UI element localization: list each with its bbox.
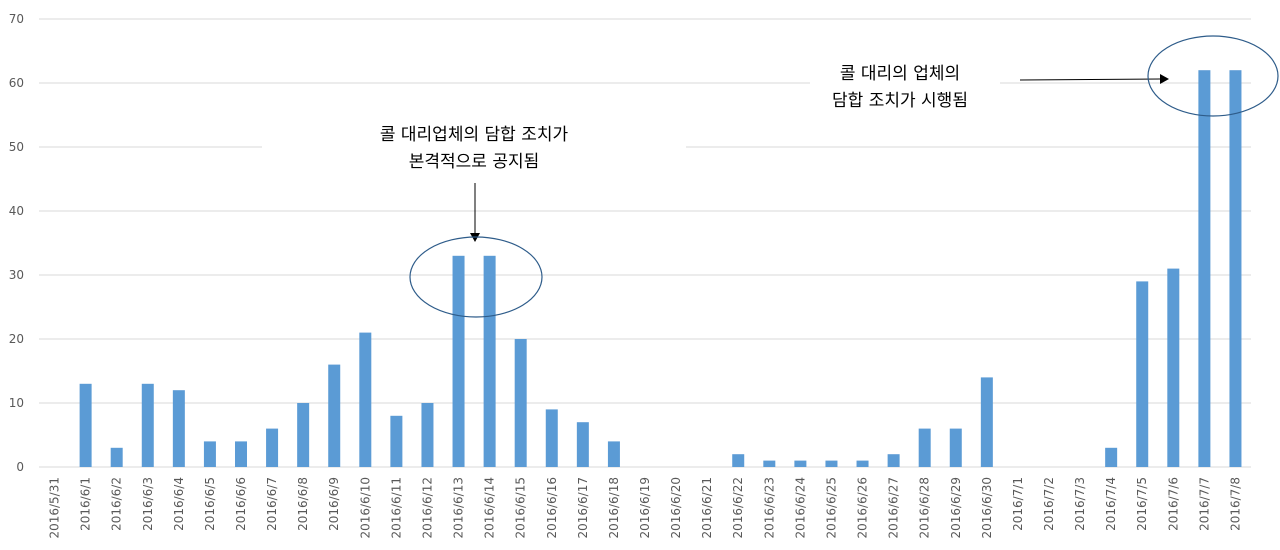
x-tick-label: 2016/7/4 — [1104, 477, 1118, 531]
x-tick-label: 2016/7/2 — [1042, 477, 1056, 531]
bar-2016-7-4 — [1105, 447, 1118, 467]
bar-2016-6-2 — [110, 447, 123, 467]
x-tick-label: 2016/6/23 — [762, 477, 776, 539]
bar-2016-6-23 — [763, 460, 776, 467]
bar-2016-6-22 — [732, 454, 745, 467]
annotation-2-label-background — [810, 60, 1000, 116]
bar-2016-6-1 — [79, 383, 92, 467]
y-tick-label: 40 — [9, 204, 24, 218]
bar-2016-6-11 — [390, 415, 403, 467]
x-tick-label: 2016/7/6 — [1166, 477, 1180, 531]
x-tick-label: 2016/6/25 — [824, 477, 838, 539]
bar-2016-7-5 — [1136, 281, 1149, 467]
bar-2016-6-28 — [918, 428, 931, 467]
bar-2016-6-30 — [980, 377, 993, 467]
bar-2016-6-18 — [607, 441, 620, 467]
x-tick-label: 2016/7/8 — [1228, 477, 1242, 531]
x-tick-label: 2016/6/21 — [700, 477, 714, 539]
y-tick-label: 0 — [16, 460, 24, 474]
x-tick-label: 2016/6/12 — [420, 477, 434, 539]
bar-2016-6-17 — [576, 422, 589, 467]
x-tick-label: 2016/7/7 — [1197, 477, 1211, 531]
x-tick-label: 2016/6/9 — [327, 477, 341, 531]
bar-2016-6-16 — [545, 409, 558, 467]
bar-2016-6-12 — [421, 403, 434, 467]
annotation-2-arrowhead — [1160, 74, 1169, 84]
annotation-2-ellipse — [1147, 35, 1279, 117]
bar-2016-6-8 — [297, 403, 310, 467]
bar-2016-6-24 — [794, 460, 807, 467]
y-tick-label: 70 — [9, 12, 24, 26]
annotations: 콜 대리업체의 담합 조치가 본격적으로 공지됨 콜 대리의 업체의 담합 조치… — [262, 35, 1279, 318]
bar-2016-6-15 — [514, 339, 527, 467]
bar-2016-7-8 — [1229, 70, 1242, 467]
x-tick-label: 2016/6/11 — [389, 477, 403, 539]
x-tick-label: 2016/6/17 — [576, 477, 590, 539]
annotation-1-line-2: 본격적으로 공지됨 — [409, 152, 540, 172]
x-tick-label: 2016/6/8 — [296, 477, 310, 531]
bar-2016-6-29 — [949, 428, 962, 467]
x-tick-label: 2016/6/30 — [980, 477, 994, 539]
x-tick-label: 2016/7/5 — [1135, 477, 1149, 531]
x-tick-label: 2016/6/6 — [234, 477, 248, 531]
x-tick-label: 2016/6/3 — [141, 477, 155, 531]
x-tick-label: 2016/6/28 — [918, 477, 932, 539]
y-tick-label: 50 — [9, 140, 24, 154]
x-tick-label: 2016/6/20 — [669, 477, 683, 539]
x-tick-label: 2016/6/19 — [638, 477, 652, 539]
bar-2016-6-9 — [328, 364, 341, 467]
x-tick-label: 2016/6/22 — [731, 477, 745, 539]
annotation-1-ellipse — [409, 236, 543, 318]
x-tick-label: 2016/6/18 — [607, 477, 621, 539]
bar-2016-6-4 — [172, 390, 185, 467]
bar-2016-6-25 — [825, 460, 838, 467]
bar-2016-6-6 — [235, 441, 247, 467]
x-tick-label: 2016/6/24 — [793, 477, 807, 539]
bar-2016-6-26 — [856, 460, 869, 467]
y-tick-label: 10 — [9, 396, 24, 410]
y-axis-ticks: 0 10 20 30 40 50 60 70 — [9, 12, 24, 474]
bar-2016-7-7 — [1198, 70, 1211, 467]
x-tick-label: 2016/6/14 — [483, 477, 497, 539]
x-tick-label: 2016/6/15 — [514, 477, 528, 539]
bar-2016-6-3 — [141, 383, 154, 467]
x-tick-label: 2016/6/13 — [452, 477, 466, 539]
x-tick-label: 2016/6/7 — [265, 477, 279, 531]
bars — [79, 70, 1242, 467]
x-tick-label: 2016/6/27 — [887, 477, 901, 539]
x-tick-label: 2016/7/3 — [1073, 477, 1087, 531]
y-tick-label: 20 — [9, 332, 24, 346]
bar-2016-6-27 — [887, 454, 900, 467]
x-tick-label: 2016/6/1 — [79, 477, 93, 531]
annotation-2-arrow — [1019, 78, 1161, 81]
y-tick-label: 60 — [9, 76, 24, 90]
bar-2016-7-6 — [1167, 268, 1180, 467]
annotation-1-label-background — [262, 122, 686, 178]
x-tick-label: 2016/5/31 — [48, 477, 62, 539]
x-tick-label: 2016/6/10 — [358, 477, 372, 539]
annotation-2-line-2: 담합 조치가 시행됨 — [832, 91, 968, 111]
x-tick-label: 2016/6/2 — [110, 477, 124, 531]
x-axis-ticks: 2016/5/31 2016/6/1 2016/6/2 2016/6/3 2016/6/… — [48, 477, 1243, 539]
x-tick-label: 2016/7/1 — [1011, 477, 1025, 531]
x-tick-label: 2016/6/26 — [856, 477, 870, 539]
bar-2016-6-13 — [452, 255, 465, 467]
bar-2016-6-10 — [359, 332, 372, 467]
bar-2016-6-7 — [266, 428, 279, 467]
annotation-2-line-1: 콜 대리의 업체의 — [840, 64, 960, 84]
x-tick-label: 2016/6/4 — [172, 477, 186, 531]
gridlines — [39, 18, 1251, 468]
x-tick-label: 2016/6/16 — [545, 477, 559, 539]
bar-2016-6-5 — [203, 441, 216, 467]
x-tick-label: 2016/6/5 — [203, 477, 217, 531]
x-tick-label: 2016/6/29 — [949, 477, 963, 539]
bar-2016-6-14 — [483, 255, 496, 467]
y-tick-label: 30 — [9, 268, 24, 282]
annotation-1-line-1: 콜 대리업체의 담합 조치가 — [380, 125, 569, 145]
